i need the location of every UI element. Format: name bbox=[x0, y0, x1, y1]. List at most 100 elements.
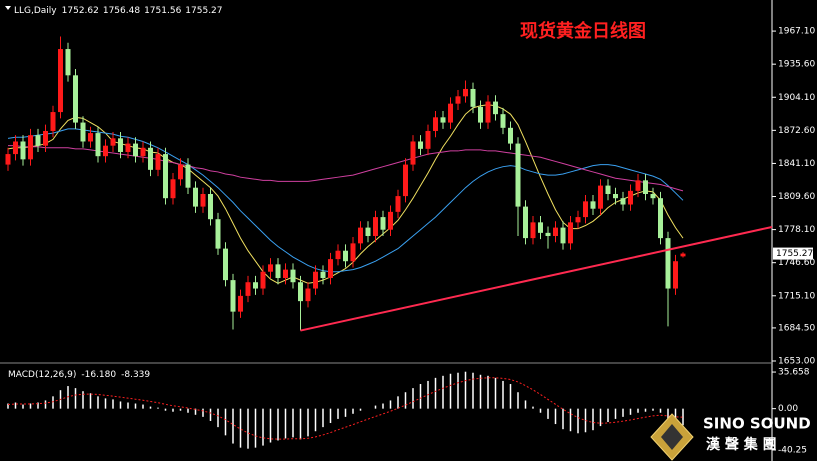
candle-body bbox=[448, 103, 453, 123]
candle-body bbox=[380, 217, 386, 230]
candle-body bbox=[200, 193, 206, 207]
candle-body bbox=[140, 147, 146, 157]
price-box-label: 1755.27 bbox=[776, 249, 813, 259]
y-tick-label: -40.25 bbox=[778, 445, 807, 455]
candle-body bbox=[485, 101, 491, 123]
candle-body bbox=[650, 193, 656, 199]
candle-body bbox=[463, 88, 468, 97]
candle-body bbox=[335, 250, 341, 260]
y-tick-label: 1904.10 bbox=[778, 93, 815, 103]
candle-body bbox=[253, 282, 258, 289]
candle-body bbox=[118, 138, 123, 152]
candle-body bbox=[58, 49, 63, 113]
last-low: 1751.56 bbox=[144, 6, 181, 16]
candle-body bbox=[88, 133, 93, 142]
candle-body bbox=[635, 180, 641, 191]
candle-body bbox=[208, 193, 213, 220]
candle-body bbox=[605, 185, 611, 194]
candle-body bbox=[320, 271, 326, 279]
candle-body bbox=[673, 261, 678, 289]
candle-body bbox=[388, 211, 393, 230]
candle-body bbox=[418, 141, 423, 149]
candle-body bbox=[440, 117, 446, 123]
candle-body bbox=[133, 143, 138, 157]
price-box bbox=[773, 247, 813, 260]
candle-body bbox=[163, 154, 168, 199]
logo-subtitle: 漢 聲 集 團 bbox=[706, 436, 777, 453]
signal-line bbox=[7, 377, 684, 440]
candle-body bbox=[260, 271, 266, 289]
candle-body bbox=[403, 164, 408, 197]
candle-body bbox=[410, 141, 416, 165]
candle-body bbox=[575, 217, 581, 223]
candle-body bbox=[515, 143, 521, 207]
trend-line bbox=[300, 225, 773, 332]
candle-body bbox=[283, 269, 288, 279]
candle-body bbox=[313, 271, 318, 289]
logo-name: SINO SOUND bbox=[703, 415, 811, 433]
candle-body bbox=[148, 147, 153, 170]
candle-body bbox=[500, 114, 506, 128]
candle-body bbox=[275, 264, 281, 279]
candle-body bbox=[568, 222, 573, 244]
candle-body bbox=[628, 190, 633, 205]
candle-body bbox=[20, 141, 26, 160]
candle-body bbox=[620, 198, 626, 205]
candle-body bbox=[658, 198, 663, 239]
last-high: 1756.48 bbox=[103, 6, 140, 16]
y-tick-label: 1778.10 bbox=[778, 225, 815, 235]
candle-body bbox=[178, 164, 183, 180]
candle-body bbox=[5, 154, 11, 165]
candle-body bbox=[545, 232, 551, 237]
candle-body bbox=[598, 185, 603, 209]
candle-body bbox=[455, 96, 461, 104]
candle-body bbox=[193, 187, 198, 207]
chart-title: 现货黄金日线图 bbox=[520, 20, 646, 42]
candle-body bbox=[43, 130, 48, 146]
candle-body bbox=[358, 227, 363, 244]
candle-body bbox=[170, 179, 176, 199]
candle-body bbox=[493, 101, 498, 115]
plot: 1967.10 1935.60 1904.10 1872.60 1841.10 1809.… bbox=[5, 27, 815, 455]
header-arrow bbox=[5, 6, 11, 10]
candle-body bbox=[395, 196, 401, 212]
candle-body bbox=[298, 282, 303, 302]
candle-body bbox=[103, 145, 108, 157]
logo-mark-inner bbox=[661, 424, 683, 450]
candle-body bbox=[13, 141, 18, 155]
candle-body bbox=[508, 127, 513, 144]
candle-body bbox=[328, 259, 333, 279]
y-tick-label: 1653.00 bbox=[778, 357, 815, 367]
candle-body bbox=[553, 227, 558, 237]
y-tick-label: 1872.60 bbox=[778, 126, 815, 136]
y-tick-label: 1967.10 bbox=[778, 27, 815, 37]
candle-body bbox=[238, 295, 243, 312]
candle-body bbox=[110, 138, 116, 146]
candle-body bbox=[590, 201, 596, 209]
y-tick-label: 1715.10 bbox=[778, 291, 815, 301]
candle-body bbox=[268, 264, 273, 272]
candle-body bbox=[245, 282, 251, 296]
candle-body bbox=[185, 164, 191, 188]
macd-title: MACD(12,26,9) bbox=[8, 370, 76, 380]
candle-body bbox=[230, 280, 236, 312]
y-tick-label: 35.658 bbox=[778, 368, 810, 378]
symbol: LLG,Daily bbox=[14, 6, 57, 16]
candle-body bbox=[643, 180, 648, 194]
candle-body bbox=[373, 217, 378, 237]
candle-body bbox=[80, 122, 86, 142]
y-tick-label: 1684.50 bbox=[778, 323, 815, 333]
candle-body bbox=[95, 133, 101, 157]
logo: SINO SOUND 漢 聲 集 團 bbox=[650, 413, 811, 461]
candle-body bbox=[583, 201, 588, 218]
candle-body bbox=[425, 130, 431, 149]
candle-body bbox=[680, 253, 686, 257]
candle-body bbox=[523, 206, 528, 239]
candle-body bbox=[433, 117, 438, 131]
candle-body bbox=[305, 288, 311, 302]
y-tick-label: 0.00 bbox=[778, 404, 798, 414]
candle-body bbox=[215, 219, 221, 249]
last-close: 1755.27 bbox=[185, 6, 222, 16]
y-tick-label: 1809.60 bbox=[778, 192, 815, 202]
